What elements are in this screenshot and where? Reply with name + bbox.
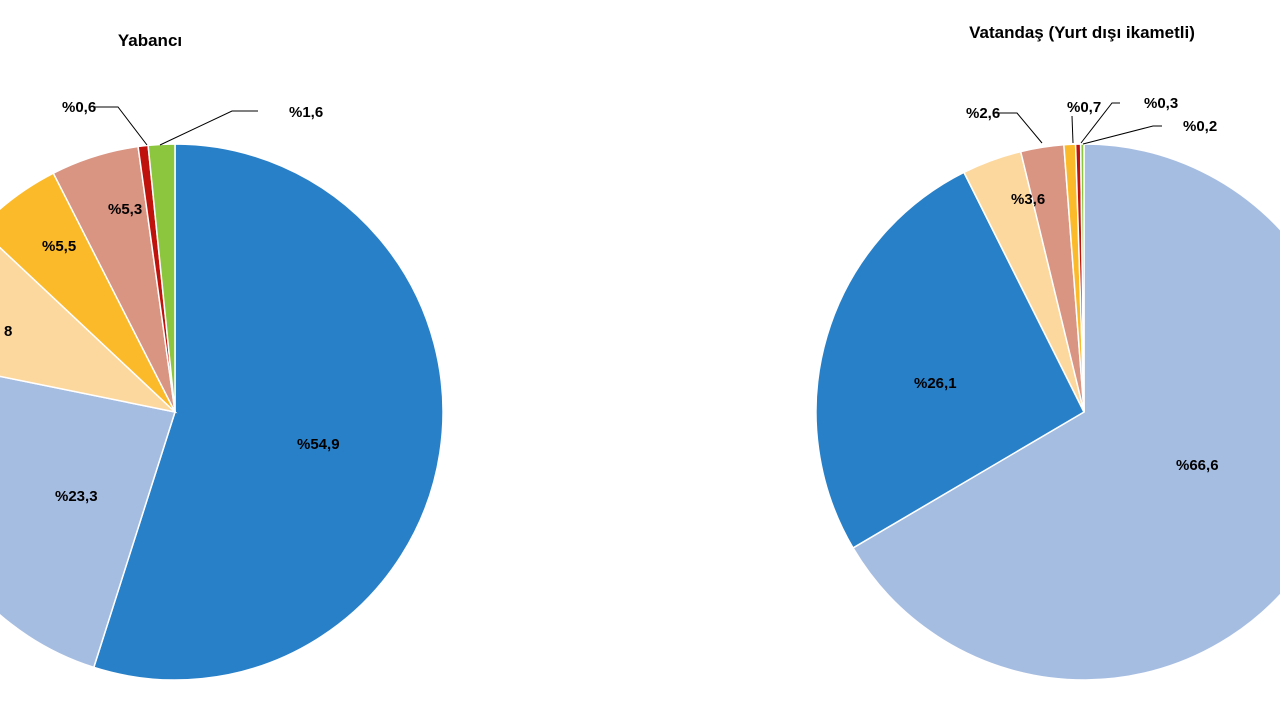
leader-line: [159, 110, 258, 146]
data-label: %5,3: [108, 201, 142, 218]
data-label: %2,6: [966, 105, 1000, 122]
pie-slice: [815, 171, 1085, 549]
data-label: %5,5: [42, 238, 76, 255]
leader-line: [1080, 102, 1120, 144]
pie-slice: [92, 143, 444, 681]
data-label: %3,6: [1011, 191, 1045, 208]
data-label: %0,7: [1067, 99, 1101, 116]
data-label: %66,6: [1176, 457, 1219, 474]
pie-yabanci: %54,9 %23,3 8 %5,5 %5,3 %0,6 %1,6: [0, 99, 444, 681]
leader-line: [1071, 115, 1074, 144]
data-label: %26,1: [914, 375, 957, 392]
data-label: %0,3: [1144, 95, 1178, 112]
leader-line: [993, 112, 1043, 144]
data-label: %54,9: [297, 436, 340, 453]
leader-line: [95, 106, 148, 146]
data-label: %1,6: [289, 104, 323, 121]
data-label: %0,6: [62, 99, 96, 116]
pie-slice: [852, 143, 1280, 681]
chart-title-yabanci: Yabancı: [118, 31, 182, 50]
pie-slice: [0, 375, 176, 669]
data-label: %23,3: [55, 488, 98, 505]
leader-line: [1082, 125, 1162, 145]
chart-title-vatandas: Vatandaş (Yurt dışı ikametli): [969, 23, 1195, 42]
pie-vatandas: %66,6 %26,1 %3,6 %2,6 %0,7 %0,3 %0,2: [815, 95, 1280, 681]
data-label: %0,2: [1183, 118, 1217, 135]
data-label: 8: [4, 323, 12, 340]
